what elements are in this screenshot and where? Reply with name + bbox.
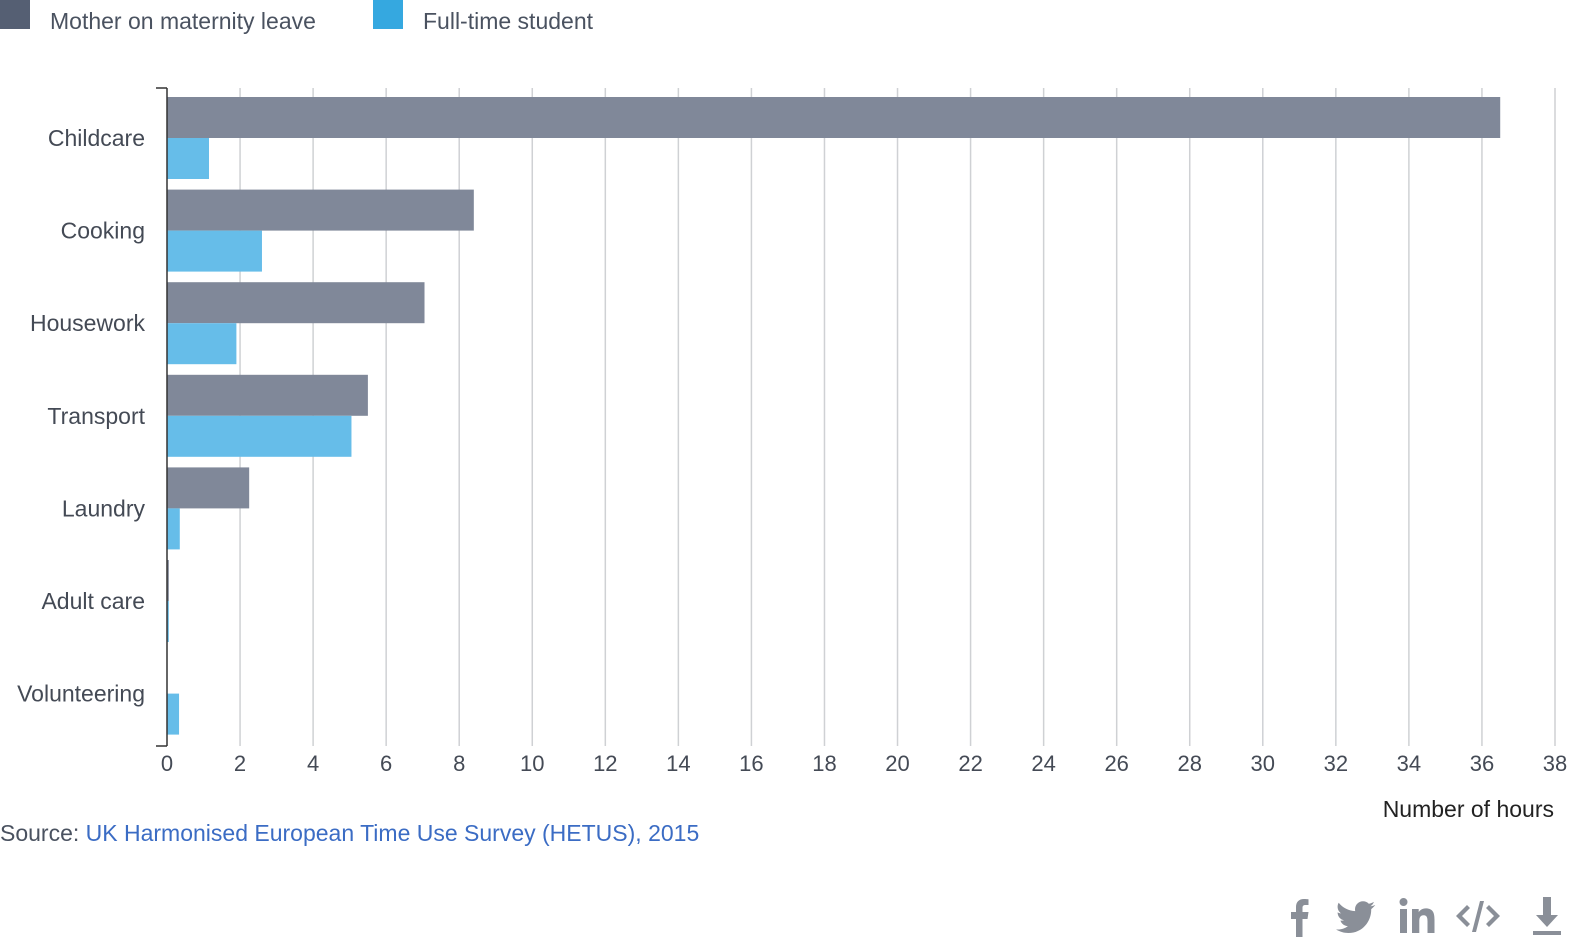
- bar-student-adult-care[interactable]: [167, 601, 169, 642]
- twitter-icon[interactable]: [1334, 895, 1378, 937]
- bar-student-housework[interactable]: [167, 323, 237, 365]
- x-tick-label: 6: [380, 751, 392, 776]
- legend-swatch-maternity: [0, 0, 30, 29]
- bar-maternity-adult-care[interactable]: [167, 560, 169, 601]
- x-tick-label: 30: [1251, 751, 1275, 776]
- chart-bars: [167, 97, 1501, 735]
- linkedin-icon[interactable]: [1397, 895, 1441, 937]
- category-label: Adult care: [41, 588, 145, 614]
- bar-chart: Childcare Cooking Housework Transport Laundr…: [17, 87, 1567, 822]
- x-tick-label: 34: [1397, 751, 1421, 776]
- source-prefix: Source:: [0, 820, 86, 846]
- facebook-icon[interactable]: [1279, 895, 1323, 937]
- bar-maternity-cooking[interactable]: [167, 189, 474, 231]
- x-tick-label: 16: [739, 751, 763, 776]
- category-label: Housework: [30, 310, 146, 336]
- share-toolbar: [1279, 895, 1569, 937]
- x-tick-label: 24: [1031, 751, 1055, 776]
- download-icon[interactable]: [1525, 895, 1569, 937]
- x-tick-label: 20: [885, 751, 909, 776]
- x-tick-label: 26: [1104, 751, 1128, 776]
- x-tick-label: 38: [1543, 751, 1567, 776]
- source-note: Source: UK Harmonised European Time Use …: [0, 820, 699, 847]
- category-label: Transport: [47, 403, 145, 429]
- bar-student-volunteering[interactable]: [167, 693, 180, 735]
- x-tick-label: 0: [161, 751, 173, 776]
- embed-icon[interactable]: [1454, 895, 1500, 937]
- bar-maternity-laundry[interactable]: [167, 467, 250, 509]
- x-tick-label: 18: [812, 751, 836, 776]
- bar-student-childcare[interactable]: [167, 138, 210, 179]
- category-labels: Childcare Cooking Housework Transport Laundr…: [17, 125, 145, 707]
- category-label: Laundry: [62, 495, 146, 521]
- x-tick-label: 28: [1177, 751, 1201, 776]
- source-link[interactable]: UK Harmonised European Time Use Survey (…: [85, 820, 700, 846]
- category-label: Cooking: [61, 218, 145, 244]
- legend-label-maternity: Mother on maternity leave: [50, 8, 316, 34]
- chart-grid: [239, 88, 1556, 746]
- x-tick-labels: 0 2 4 6 8 10 12 14 16 18 20 22 24 26 28 30 32 34 36 38: [161, 751, 1567, 776]
- x-tick-label: 10: [520, 751, 544, 776]
- bar-maternity-housework[interactable]: [167, 282, 425, 324]
- x-tick-label: 32: [1324, 751, 1348, 776]
- bar-maternity-childcare[interactable]: [167, 97, 1501, 138]
- bar-student-transport[interactable]: [167, 415, 352, 457]
- bar-maternity-transport[interactable]: [167, 374, 368, 416]
- x-tick-label: 12: [593, 751, 617, 776]
- bar-student-cooking[interactable]: [167, 230, 262, 272]
- category-label: Volunteering: [17, 681, 145, 707]
- category-label: Childcare: [48, 125, 145, 151]
- chart-axes: [156, 87, 168, 747]
- x-tick-label: 2: [234, 751, 246, 776]
- legend-swatch-student: [373, 0, 403, 29]
- x-tick-label: 4: [307, 751, 319, 776]
- x-axis-title: Number of hours: [1383, 796, 1554, 822]
- x-tick-label: 36: [1470, 751, 1494, 776]
- x-tick-label: 8: [453, 751, 465, 776]
- legend-item-maternity[interactable]: Mother on maternity leave: [0, 0, 340, 44]
- bar-student-laundry[interactable]: [167, 508, 180, 550]
- legend-item-student[interactable]: Full-time student: [373, 0, 613, 44]
- legend-label-student: Full-time student: [423, 8, 594, 34]
- x-tick-label: 14: [666, 751, 690, 776]
- x-tick-label: 22: [958, 751, 982, 776]
